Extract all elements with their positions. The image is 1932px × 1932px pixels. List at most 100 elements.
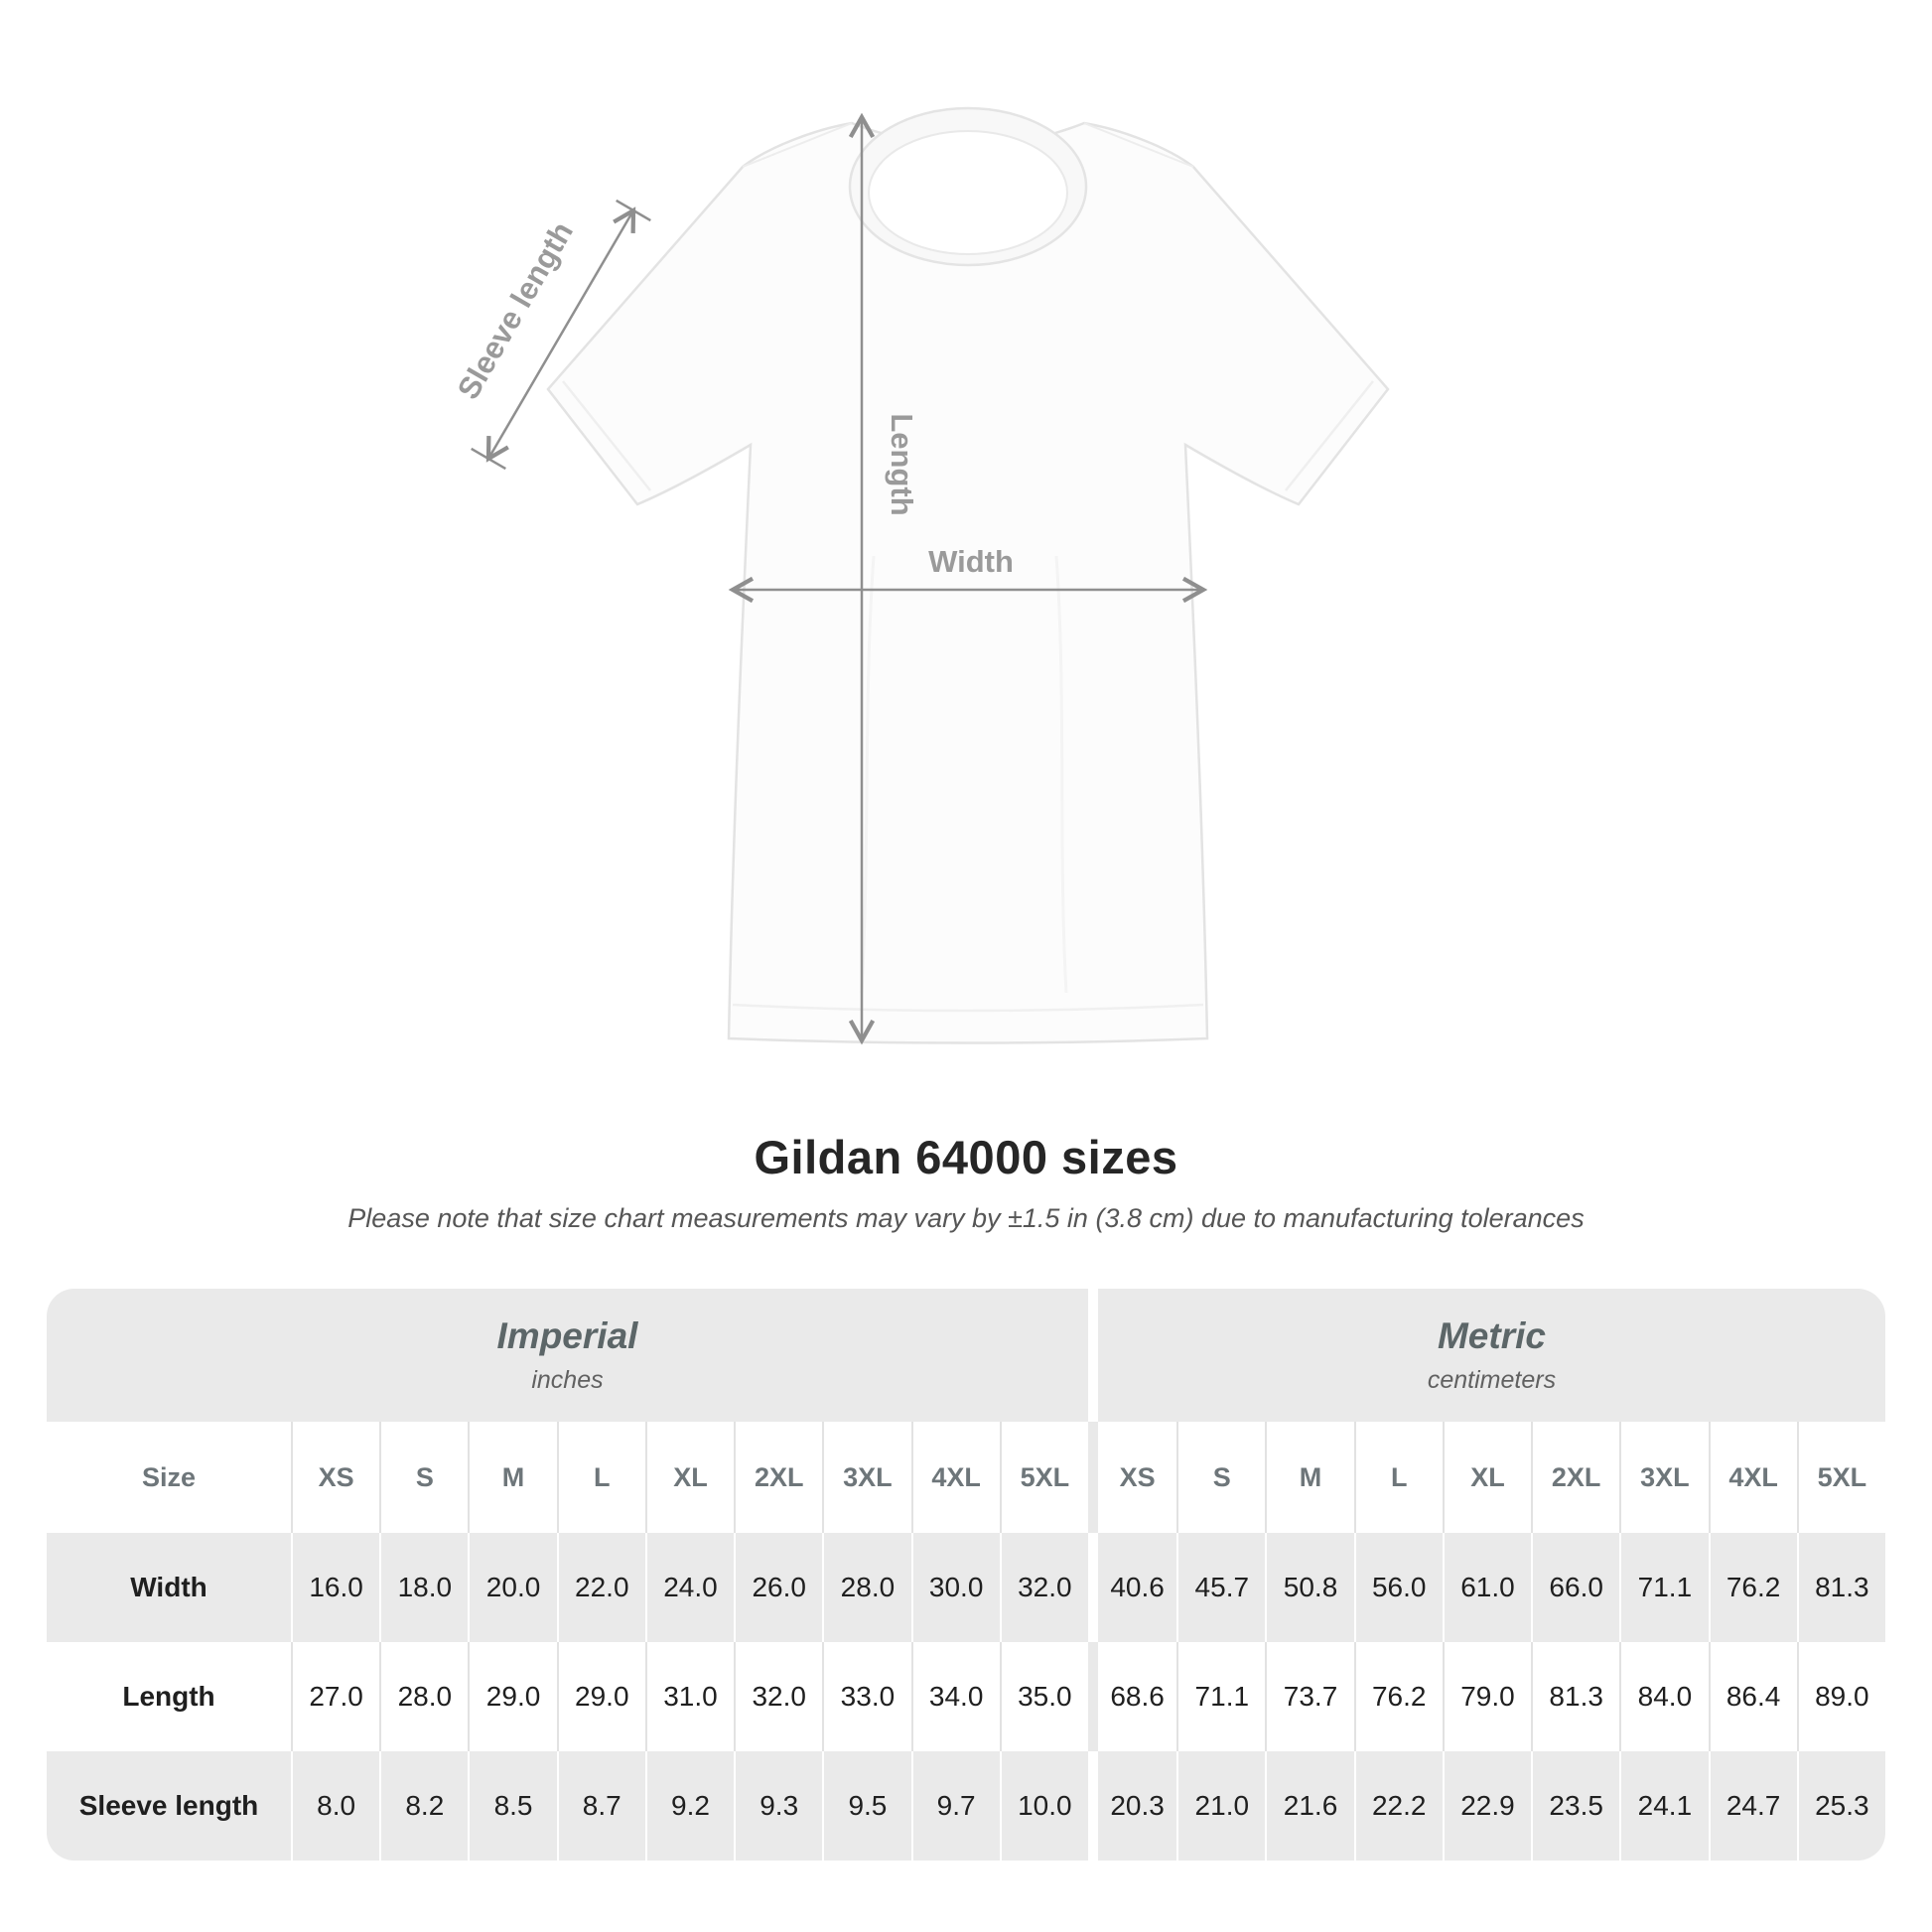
measurement-value: 8.0 [291,1751,380,1861]
size-header-imperial-s: S [379,1422,469,1533]
size-header-imperial-4xl: 4XL [910,1422,1000,1533]
width-label: Width [928,544,1014,579]
measurement-value: 8.5 [468,1751,557,1861]
measurement-value: 50.8 [1265,1533,1354,1642]
measurement-value: 9.5 [822,1751,911,1861]
size-column-header: Size [47,1422,291,1533]
measurement-value: 24.1 [1619,1751,1709,1861]
measurement-value: 20.3 [1087,1751,1177,1861]
measurement-value: 56.0 [1353,1533,1443,1642]
measurement-value: 26.0 [734,1533,823,1642]
measurement-value: 81.3 [1796,1533,1885,1642]
measurement-value: 35.0 [999,1642,1088,1751]
size-header-metric-m: M [1265,1422,1354,1533]
measurement-value: 71.1 [1176,1642,1266,1751]
size-header-metric-l: L [1353,1422,1443,1533]
measurement-value: 21.6 [1265,1751,1354,1861]
hem-stitch [732,1003,1204,1013]
measurement-value: 9.7 [910,1751,1000,1861]
tshirt-svg: Sleeve length Length Width [451,106,1390,1045]
size-header-imperial-5xl: 5XL [999,1422,1088,1533]
measurement-value: 28.0 [379,1642,469,1751]
size-header-imperial-l: L [556,1422,645,1533]
size-header-metric-4xl: 4XL [1708,1422,1797,1533]
measurement-value: 9.3 [734,1751,823,1861]
shoulder-seam-left [742,122,853,168]
measurement-value: 27.0 [291,1642,380,1751]
measurement-value: 32.0 [734,1642,823,1751]
measurement-value: 22.2 [1353,1751,1443,1861]
measurement-row-label: Length [47,1642,291,1751]
size-chart-table-wrap: Imperial inches Metric centimeters Size X… [47,1289,1885,1861]
measurement-value: 34.0 [910,1642,1000,1751]
measurement-value: 16.0 [291,1533,380,1642]
measurement-value: 24.7 [1708,1751,1797,1861]
imperial-group-title: Imperial [496,1315,638,1356]
size-header-metric-xl: XL [1442,1422,1532,1533]
measurement-value: 89.0 [1796,1642,1885,1751]
measurement-row-label: Sleeve length [47,1751,291,1861]
sleeve-length-end-tick [616,199,651,222]
measurement-value: 33.0 [822,1642,911,1751]
measurement-value: 76.2 [1708,1533,1797,1642]
measurement-row-length: Length 27.0 28.0 29.0 29.0 31.0 32.0 33.0 34.0 35… [47,1642,1885,1751]
size-header-metric-s: S [1176,1422,1266,1533]
measurement-rows: Width 16.0 18.0 20.0 22.0 24.0 26.0 28.0 30.0 32.… [47,1533,1885,1861]
measurement-value: 61.0 [1442,1533,1532,1642]
size-header-imperial-xl: XL [644,1422,735,1533]
measurement-value: 76.2 [1353,1642,1443,1751]
measurement-value: 8.2 [379,1751,469,1861]
size-header-imperial-xs: XS [291,1422,380,1533]
measurement-value: 21.0 [1176,1751,1266,1861]
measurement-row-label: Width [47,1533,291,1642]
dimension-annotations [471,112,1208,1045]
imperial-group-unit: inches [531,1366,604,1394]
measurement-value: 84.0 [1619,1642,1709,1751]
size-header-metric-2xl: 2XL [1531,1422,1620,1533]
measurement-value: 71.1 [1619,1533,1709,1642]
size-header-imperial-2xl: 2XL [734,1422,823,1533]
measurement-value: 10.0 [999,1751,1088,1861]
measurement-value: 86.4 [1708,1642,1797,1751]
unit-group-header-row: Imperial inches Metric centimeters [47,1289,1885,1422]
length-label: Length [885,413,919,515]
measurement-value: 68.6 [1087,1642,1177,1751]
size-header-metric-5xl: 5XL [1796,1422,1885,1533]
measurement-value: 25.3 [1796,1751,1885,1861]
measurement-row-width: Width 16.0 18.0 20.0 22.0 24.0 26.0 28.0 30.0 32.… [47,1533,1885,1642]
metric-group-unit: centimeters [1427,1366,1557,1394]
size-chart-table: Imperial inches Metric centimeters Size X… [47,1289,1885,1861]
measurement-value: 23.5 [1531,1751,1620,1861]
measurement-value: 73.7 [1265,1642,1354,1751]
measurement-value: 22.9 [1442,1751,1532,1861]
sleeve-stitch-right [1285,380,1374,491]
measurement-value: 28.0 [822,1533,911,1642]
measurement-value: 40.6 [1087,1533,1177,1642]
measurement-value: 31.0 [644,1642,735,1751]
measurement-value: 79.0 [1442,1642,1532,1751]
imperial-group-header: Imperial inches [47,1289,1088,1422]
size-header-imperial-3xl: 3XL [822,1422,911,1533]
page-title: Gildan 64000 sizes [754,1131,1178,1183]
measurement-value: 18.0 [379,1533,469,1642]
size-header-metric-xs: XS [1087,1422,1177,1533]
measurement-value: 30.0 [910,1533,1000,1642]
tshirt-diagram: Sleeve length Length Width [451,106,1390,1045]
sleeve-length-arrow [485,207,636,463]
measurement-value: 29.0 [556,1642,645,1751]
measurement-value: 29.0 [468,1642,557,1751]
measurement-value: 32.0 [999,1533,1088,1642]
measurement-value: 20.0 [468,1533,557,1642]
measurement-row-sleeve-length: Sleeve length 8.0 8.2 8.5 8.7 9.2 9.3 9.5 9.7 10.… [47,1751,1885,1861]
metric-group-title: Metric [1437,1315,1546,1356]
tolerance-note: Please note that size chart measurements… [347,1203,1585,1233]
sleeve-length-end-tick [471,447,506,471]
measurement-value: 66.0 [1531,1533,1620,1642]
size-header-metric-3xl: 3XL [1619,1422,1709,1533]
size-header-imperial-m: M [468,1422,557,1533]
shoulder-seam-right [1083,122,1194,168]
measurement-value: 8.7 [556,1751,645,1861]
collar-inner [868,130,1068,255]
measurement-value: 81.3 [1531,1642,1620,1751]
measurement-value: 45.7 [1176,1533,1266,1642]
